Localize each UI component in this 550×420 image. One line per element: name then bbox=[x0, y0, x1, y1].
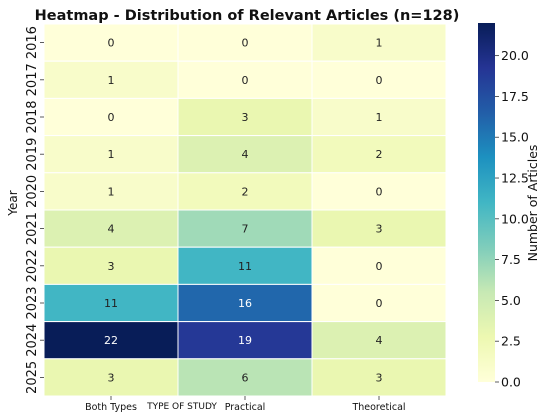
heatmap-cells: 0 0 11 0 00 3 11 4 21 2 04 7 33 11 011 16 022 19 43 6 3 bbox=[43, 23, 447, 397]
y-tick-label: 2017 bbox=[25, 63, 40, 96]
cell-value-label: 1 bbox=[376, 37, 383, 50]
cell-value-label: 1 bbox=[108, 185, 115, 198]
cell-value-label: 1 bbox=[108, 148, 115, 161]
cell-value-label: 0 bbox=[376, 185, 383, 198]
heatmap-cell bbox=[177, 172, 313, 211]
y-tick-label: 2023 bbox=[25, 286, 40, 319]
cell-value-label: 11 bbox=[104, 297, 118, 310]
heatmap-cell bbox=[311, 23, 447, 62]
cell-value-label: 0 bbox=[242, 74, 249, 87]
y-tick-label: 2022 bbox=[25, 249, 40, 282]
heatmap-cell bbox=[311, 283, 447, 323]
cell-value-label: 4 bbox=[376, 334, 383, 347]
y-axis-title: Year bbox=[6, 190, 20, 216]
y-tick-label: 2020 bbox=[25, 175, 40, 208]
cell-value-label: 3 bbox=[108, 371, 115, 384]
colorbar-tick-label: 7.5 bbox=[501, 252, 521, 267]
y-tick-label: 2021 bbox=[25, 212, 40, 245]
cell-value-label: 3 bbox=[376, 371, 383, 384]
cell-value-label: 0 bbox=[376, 297, 383, 310]
cell-value-label: 0 bbox=[108, 37, 115, 50]
cell-value-label: 11 bbox=[238, 260, 252, 273]
heatmap-cell bbox=[311, 135, 447, 174]
cell-value-label: 1 bbox=[108, 74, 115, 87]
cell-value-label: 3 bbox=[108, 260, 115, 273]
x-tick-label: Practical bbox=[225, 402, 266, 413]
cell-value-label: 0 bbox=[242, 37, 249, 50]
heatmap-cell bbox=[177, 209, 313, 248]
cell-value-label: 1 bbox=[376, 111, 383, 124]
heatmap-cell bbox=[177, 358, 313, 397]
y-tick-label: 2018 bbox=[25, 100, 40, 133]
heatmap-cell bbox=[43, 283, 179, 323]
colorbar-tick-label: 2.5 bbox=[501, 334, 521, 349]
heatmap-cell bbox=[43, 321, 179, 360]
heatmap-cell bbox=[177, 246, 313, 285]
heatmap-cell bbox=[43, 23, 179, 62]
y-tick-labels: 2016 2017 2018 2019 2020 2021 2022 2023 2024 2025 bbox=[25, 26, 44, 394]
cell-value-label: 0 bbox=[376, 260, 383, 273]
heatmap-cell bbox=[311, 209, 447, 248]
y-tick-label: 2024 bbox=[25, 324, 40, 357]
cell-value-label: 4 bbox=[242, 148, 249, 161]
chart-title: Heatmap - Distribution of Relevant Artic… bbox=[35, 8, 460, 24]
heatmap-cell bbox=[311, 321, 447, 360]
colorbar-ticks: 0.0 2.5 5.0 7.5 10.0 12.5 15.0 17.5 20.0 bbox=[495, 48, 529, 390]
x-axis-title: TYPE OF STUDY bbox=[146, 402, 217, 412]
colorbar-title: Number of Articles bbox=[525, 145, 540, 262]
cell-value-label: 2 bbox=[242, 185, 249, 198]
cell-value-label: 0 bbox=[108, 111, 115, 124]
colorbar-tick-label: 5.0 bbox=[501, 293, 521, 308]
heatmap-cell bbox=[43, 246, 179, 285]
colorbar-tick-label: 15.0 bbox=[501, 130, 529, 145]
cell-value-label: 7 bbox=[242, 223, 249, 236]
heatmap-cell bbox=[311, 60, 447, 99]
cell-value-label: 16 bbox=[238, 297, 252, 310]
y-tick-label: 2025 bbox=[25, 361, 40, 394]
cell-value-label: 0 bbox=[376, 74, 383, 87]
cell-value-label: 22 bbox=[104, 334, 118, 347]
colorbar-tick-label: 0.0 bbox=[501, 375, 521, 390]
cell-value-label: 2 bbox=[376, 148, 383, 161]
heatmap-cell bbox=[311, 358, 447, 397]
cell-value-label: 19 bbox=[238, 334, 252, 347]
heatmap-cell bbox=[177, 283, 313, 323]
heatmap-cell bbox=[177, 23, 313, 62]
heatmap-cell bbox=[43, 135, 179, 174]
colorbar-tick-label: 17.5 bbox=[501, 89, 529, 104]
heatmap-cell bbox=[43, 358, 179, 397]
colorbar-tick-label: 12.5 bbox=[501, 171, 529, 186]
x-tick-label: Theoretical bbox=[351, 402, 405, 413]
cell-value-label: 4 bbox=[108, 223, 115, 236]
x-tick-label: Both Types bbox=[85, 402, 137, 413]
y-tick-label: 2016 bbox=[25, 26, 40, 59]
colorbar bbox=[478, 23, 495, 382]
colorbar-tick-label: 20.0 bbox=[501, 48, 529, 63]
colorbar-tick-label: 10.0 bbox=[501, 211, 529, 226]
cell-value-label: 3 bbox=[376, 223, 383, 236]
y-tick-label: 2019 bbox=[25, 138, 40, 171]
cell-value-label: 6 bbox=[242, 371, 249, 384]
heatmap-cell bbox=[177, 97, 313, 137]
heatmap-cell bbox=[311, 246, 447, 285]
x-tick-labels: Both Types Practical Theoretical bbox=[85, 396, 406, 413]
cell-value-label: 3 bbox=[242, 111, 249, 124]
